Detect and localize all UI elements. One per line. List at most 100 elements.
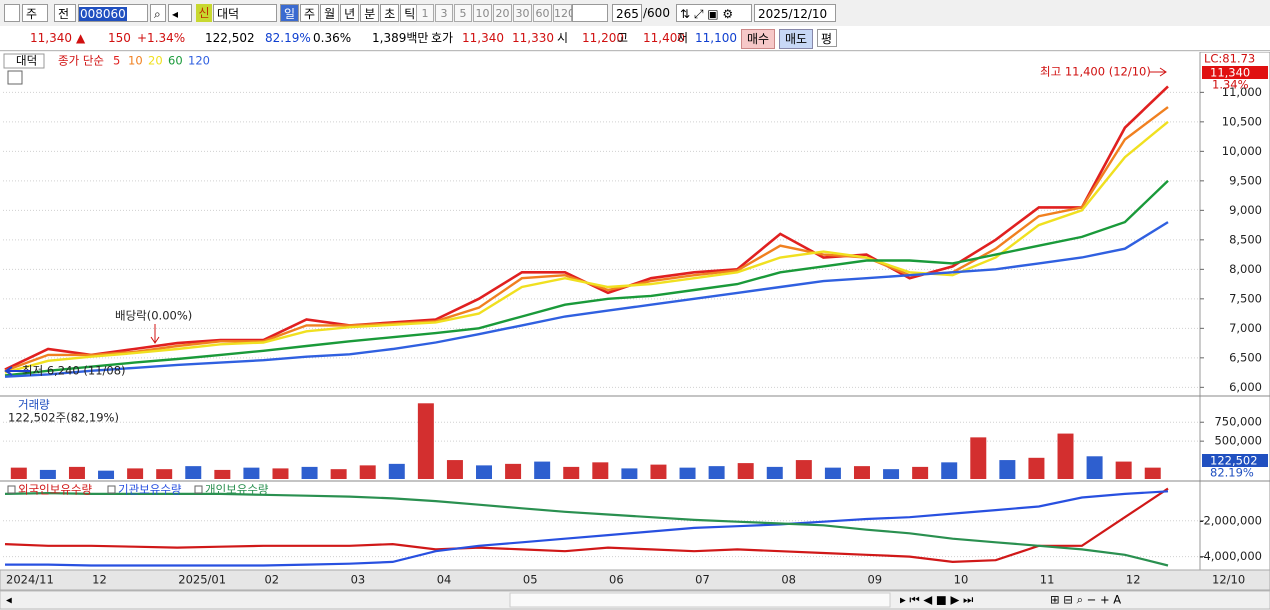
bid: 11,330 xyxy=(512,31,554,45)
interval-group: 1 3 5 10 20 30 60 120 xyxy=(416,4,575,22)
interval-button[interactable]: 20 xyxy=(493,4,512,22)
interval-button[interactable]: 30 xyxy=(513,4,532,22)
period-type[interactable]: 주 xyxy=(22,4,48,22)
legend-item: 20 xyxy=(148,54,163,68)
volume-ratio: 82.19% xyxy=(265,31,311,45)
last-change: 1.34% xyxy=(1212,78,1249,92)
pane-title-box xyxy=(3,53,45,69)
volume-bar xyxy=(446,460,463,479)
tool-icons[interactable]: ⇅ ⤢ ▣ ⚙ xyxy=(676,4,752,22)
y-tick-label: 750,000 xyxy=(1214,415,1262,429)
y-tick-label: 8,000 xyxy=(1229,262,1262,276)
interval-button[interactable]: 5 xyxy=(454,4,472,22)
y-tick-label: 500,000 xyxy=(1214,434,1262,448)
volume-bar xyxy=(68,466,85,479)
x-tick-label: 06 xyxy=(609,573,624,587)
volume-bar xyxy=(330,469,347,479)
volume-bar xyxy=(1115,461,1132,479)
change: 150 xyxy=(108,31,131,45)
code-input[interactable]: 008060 xyxy=(78,4,148,22)
y-tick-label: -2,000,000 xyxy=(1199,513,1262,527)
y-tick-label: 9,000 xyxy=(1229,203,1262,217)
dropdown[interactable] xyxy=(572,4,608,22)
volume-bar xyxy=(708,466,725,479)
scroll-left[interactable]: ◂ xyxy=(6,593,12,607)
interval-button[interactable]: 60 xyxy=(533,4,552,22)
prev-button[interactable]: 전 xyxy=(54,4,76,22)
pane-subtitle: 122,502주(82,19%) xyxy=(8,411,119,425)
annotation: 최고 11,400 (12/10) xyxy=(1040,65,1151,79)
zoom-controls[interactable]: ⊞ ⊟ ⌕ − + A xyxy=(1050,593,1121,607)
period-button[interactable]: 일 xyxy=(280,4,300,22)
turnover: 0.36% xyxy=(313,31,352,45)
low-label: 저 xyxy=(677,31,689,45)
count-input[interactable]: 265 xyxy=(612,4,642,22)
scroll-thumb[interactable] xyxy=(509,592,891,608)
name-input[interactable]: 대덕 xyxy=(213,4,277,22)
low: 11,100 xyxy=(695,31,737,45)
change-pct: +1.34% xyxy=(137,31,186,45)
new-label[interactable]: 신 xyxy=(196,4,212,22)
plot-bg xyxy=(0,52,1270,570)
open-label: 시 xyxy=(557,31,569,45)
pane-title: 대덕 xyxy=(16,54,37,68)
volume-bar xyxy=(534,461,551,479)
annotation-arrow xyxy=(1150,67,1167,77)
right-axis-bg xyxy=(1199,52,1270,571)
interval-button[interactable]: 1 xyxy=(416,4,434,22)
legend-item: 5 xyxy=(113,54,120,68)
interval-button[interactable]: 120 xyxy=(553,4,575,22)
quote-label: 호가 xyxy=(431,31,454,45)
volume: 122,502 xyxy=(205,31,255,45)
legend-marker xyxy=(107,485,116,494)
period-button[interactable]: 년 xyxy=(340,4,360,22)
series-line xyxy=(4,221,1169,378)
period-button[interactable]: 초 xyxy=(380,4,400,22)
volume-bar xyxy=(941,462,958,479)
avg-button[interactable]: 평 xyxy=(817,29,837,47)
interval-button[interactable]: 3 xyxy=(435,4,453,22)
buy-button[interactable]: 매수 xyxy=(741,29,775,49)
x-tick-label: 07 xyxy=(695,573,710,587)
sound-button[interactable]: ◂ xyxy=(168,4,192,22)
x-tick-label: 08 xyxy=(781,573,796,587)
x-tick-label: 11 xyxy=(1040,573,1055,587)
period-button[interactable]: 분 xyxy=(360,4,380,22)
volume-bar xyxy=(1086,456,1103,479)
volume-bar xyxy=(10,467,27,479)
y-tick-label: 10,000 xyxy=(1222,144,1262,158)
volume-bar xyxy=(388,463,405,479)
volume-bar xyxy=(679,467,696,479)
search-button[interactable]: ⌕ xyxy=(150,4,166,22)
x-tick-label: 12 xyxy=(92,573,107,587)
x-tick-label: 2025/01 xyxy=(178,573,226,587)
sell-button[interactable]: 매도 xyxy=(779,29,813,49)
x-tick-label: 10 xyxy=(954,573,969,587)
date-input[interactable]: 2025/12/10 xyxy=(754,4,836,22)
annotation: 배당락(0.00%) xyxy=(115,309,192,323)
volume-bar xyxy=(621,468,638,479)
high-label: 고 xyxy=(617,31,629,45)
legend-item: 60 xyxy=(168,54,183,68)
pane-icon[interactable] xyxy=(7,70,23,85)
legend-title: 종가 단순 xyxy=(58,54,104,68)
period-button[interactable]: 월 xyxy=(320,4,340,22)
scroll-controls[interactable]: ▸ ⏮ ◀ ■ ▶ ⏭ xyxy=(900,593,974,607)
high: 11,400 xyxy=(643,31,685,45)
series-line xyxy=(4,120,1169,374)
volume-bar xyxy=(98,470,115,479)
x-tick-label: 02 xyxy=(264,573,279,587)
menu-icon[interactable] xyxy=(4,4,20,22)
y-tick-label: 6,500 xyxy=(1229,350,1262,364)
last-ratio: 82.19% xyxy=(1210,466,1254,480)
x-end-label: 12/10 xyxy=(1212,573,1245,587)
period-button[interactable]: 주 xyxy=(300,4,320,22)
ask: 11,340 xyxy=(462,31,504,45)
series-line xyxy=(4,179,1169,377)
series-line xyxy=(4,487,1169,564)
volume-bar xyxy=(185,466,202,479)
legend-item: 120 xyxy=(188,54,210,68)
interval-button[interactable]: 10 xyxy=(473,4,492,22)
volume-bar xyxy=(853,466,870,479)
